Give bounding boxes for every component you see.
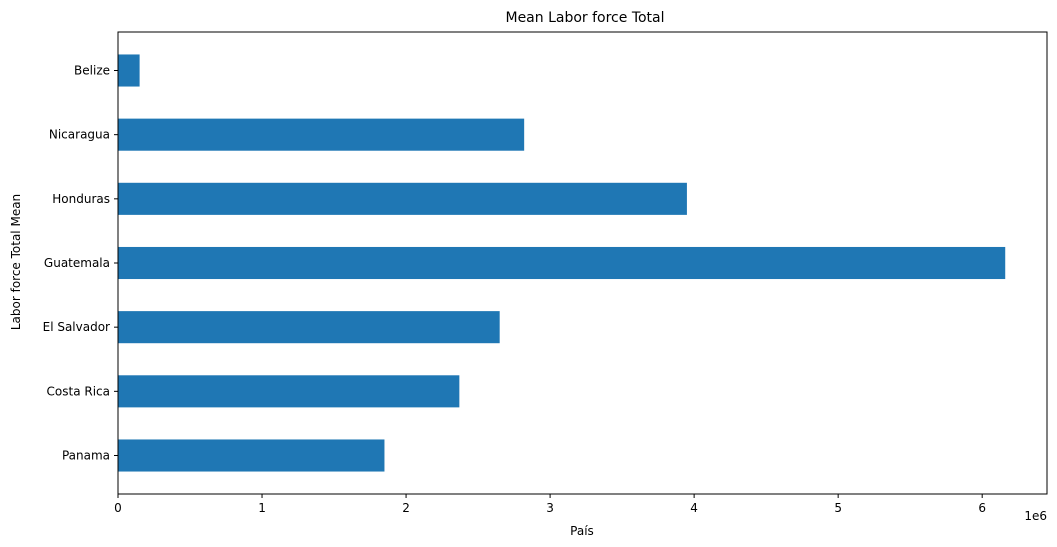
bar-panama: [118, 439, 385, 472]
y-tick-label: Belize: [74, 64, 110, 78]
y-ticks-group: Panama Costa Rica El Salvador Guatemala Hond…: [43, 64, 118, 463]
y-axis-label: Labor force Total Mean: [9, 194, 23, 330]
x-tick-label: 4: [690, 501, 698, 515]
x-ticks-group: 0 1 2 3 4 5 6: [114, 494, 986, 515]
x-tick-label: 0: [114, 501, 122, 515]
bar-guatemala: [118, 246, 1006, 280]
bar-nicaragua: [118, 118, 525, 151]
x-tick-label: 5: [834, 501, 842, 515]
x-tick-label: 6: [978, 501, 986, 515]
bar-honduras: [118, 182, 687, 215]
y-tick-label: Costa Rica: [47, 384, 110, 398]
y-tick-label: Panama: [62, 449, 110, 463]
y-tick-label: Honduras: [52, 192, 110, 206]
y-tick-label: Nicaragua: [49, 128, 110, 142]
bar-belize: [118, 54, 140, 87]
bars-group: [118, 54, 1006, 472]
y-tick-label: El Salvador: [43, 320, 110, 334]
x-tick-label: 3: [546, 501, 554, 515]
x-tick-label: 1: [258, 501, 266, 515]
x-tick-label: 2: [402, 501, 410, 515]
x-axis-label: País: [570, 524, 594, 538]
y-tick-label: Guatemala: [44, 256, 110, 270]
plot-frame: [117, 31, 1048, 495]
x-offset-label: 1e6: [1024, 509, 1047, 523]
bar-costa-rica: [118, 375, 460, 408]
chart-title: Mean Labor force Total: [505, 10, 664, 26]
bar-el-salvador: [118, 311, 500, 344]
